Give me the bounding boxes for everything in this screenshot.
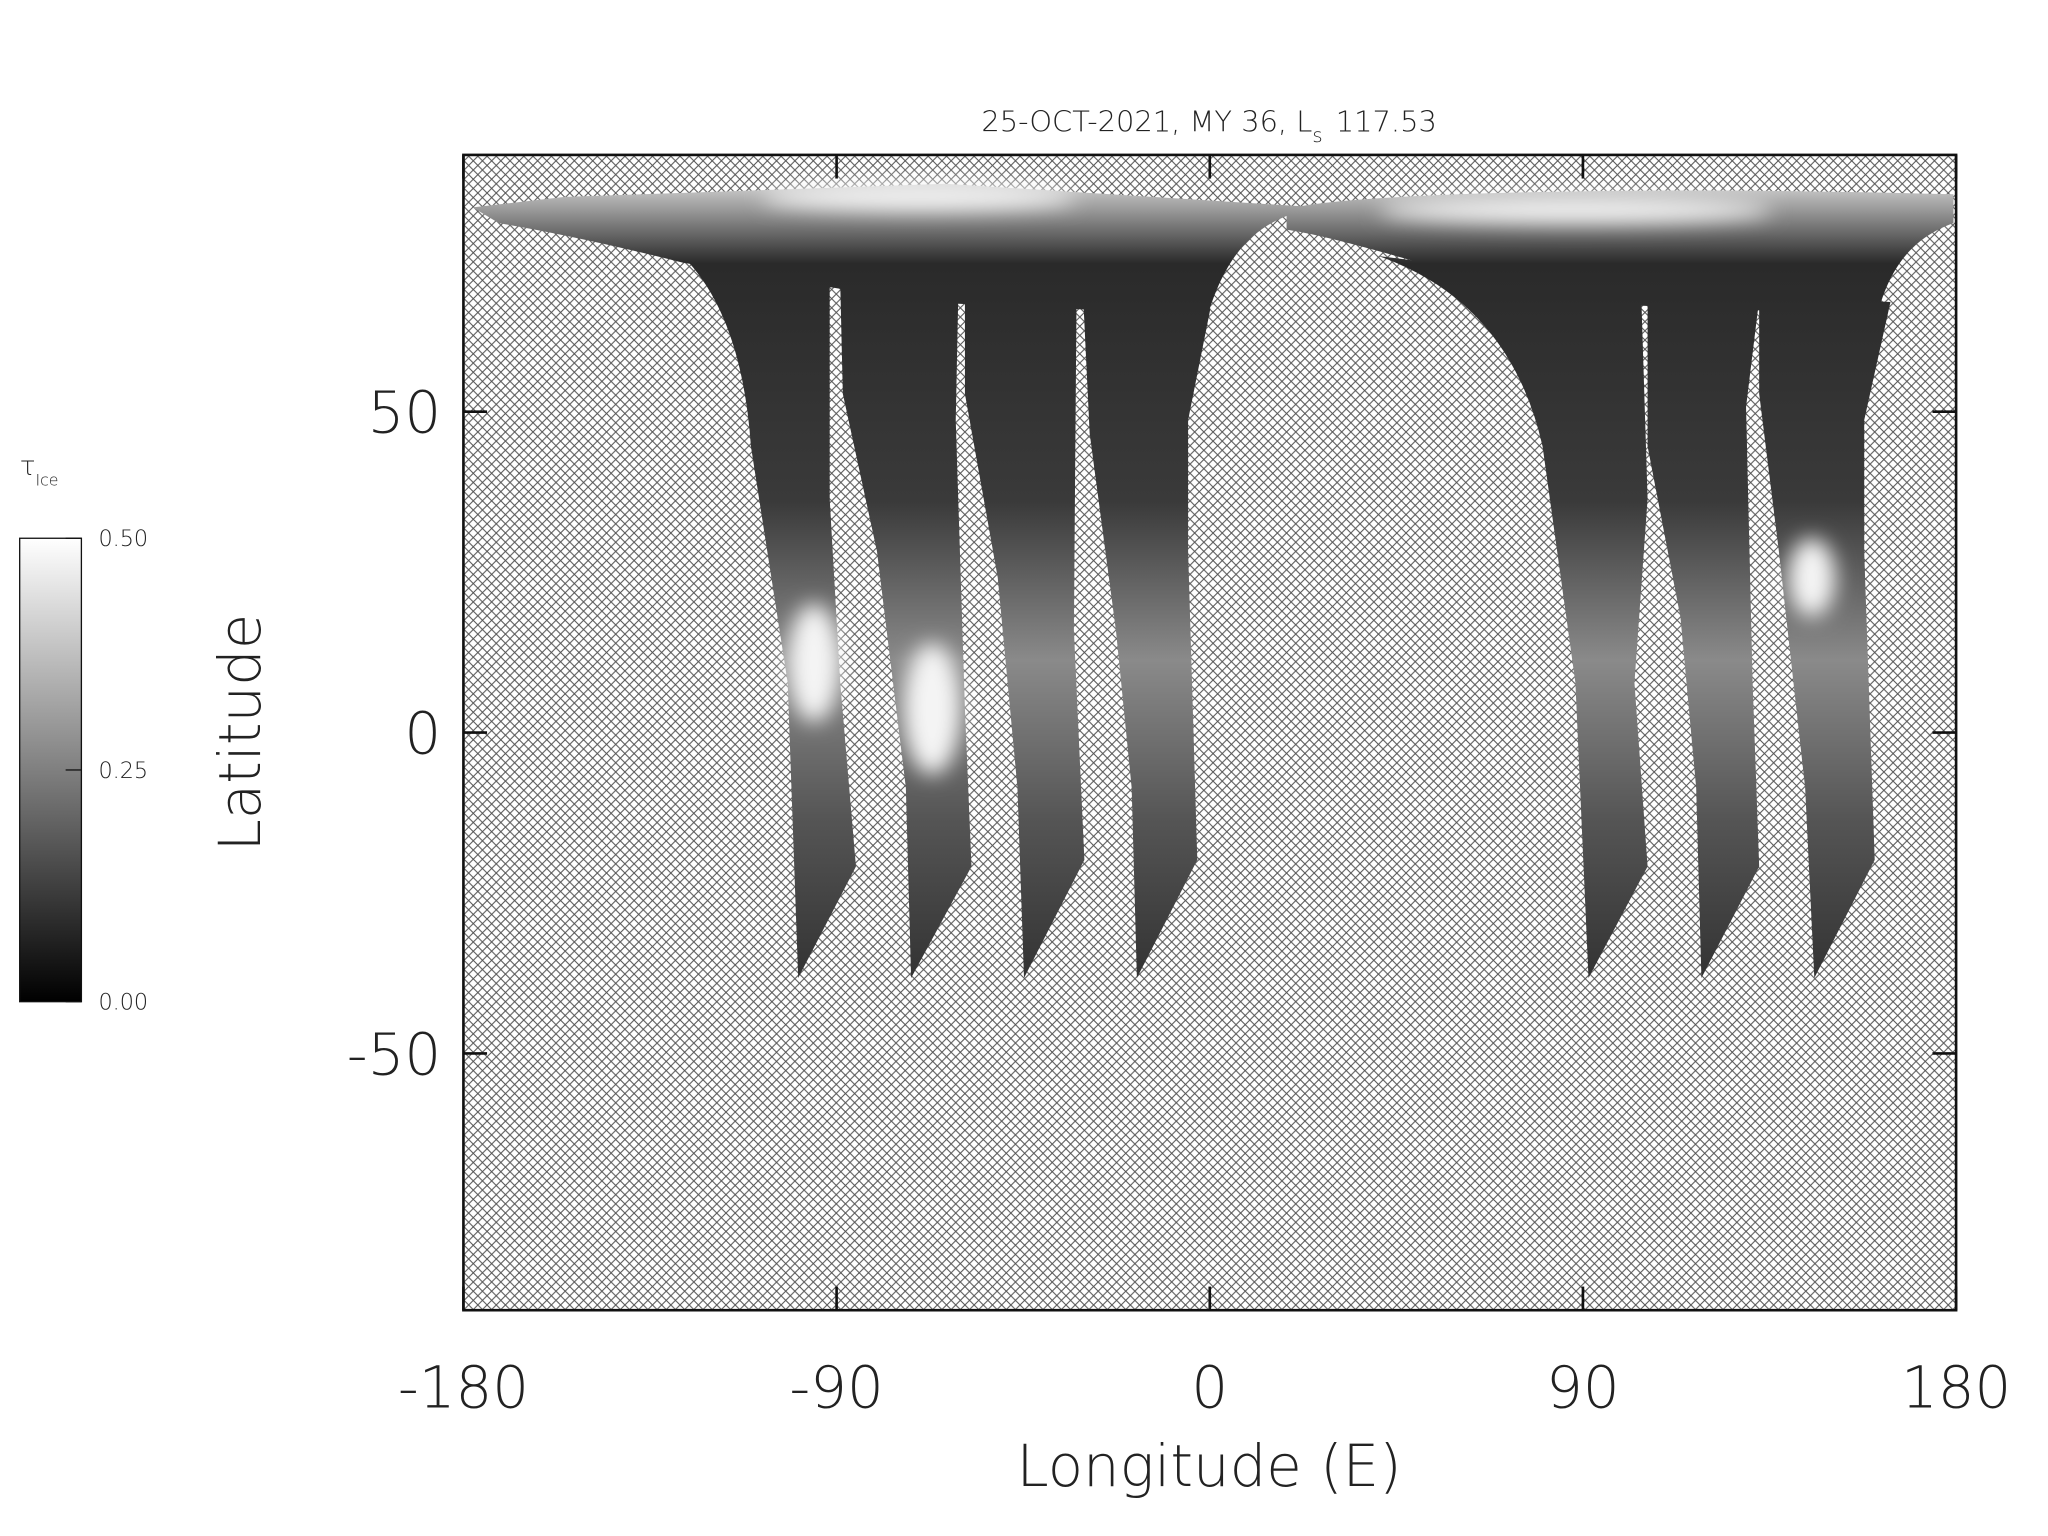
x-tick-label: 90 bbox=[1546, 1353, 1620, 1421]
chart-title: 25-OCT-2021, MY 36, Ls 117.53 bbox=[981, 104, 1436, 147]
swaths bbox=[472, 183, 1954, 979]
y-axis-title: Latitude bbox=[206, 614, 274, 852]
colorbar-subscript: Ice bbox=[36, 471, 59, 490]
x-tick-label: -180 bbox=[398, 1353, 529, 1421]
title-text: 25-OCT-2021, MY 36, L bbox=[981, 104, 1312, 138]
colorbar-tick-label: 0.50 bbox=[98, 526, 148, 552]
colorbar-tick-label: 0.25 bbox=[98, 758, 148, 784]
title-value: 117.53 bbox=[1336, 104, 1437, 138]
title-subscript: s bbox=[1312, 124, 1322, 147]
y-tick-label: -50 bbox=[347, 1020, 441, 1088]
colorbar-label: τIce bbox=[20, 452, 59, 490]
y-tick-label: 0 bbox=[404, 700, 441, 768]
x-tick-label: 0 bbox=[1191, 1353, 1228, 1421]
y-tick-label: 50 bbox=[368, 379, 442, 447]
x-axis-title: Longitude (E) bbox=[1017, 1432, 1402, 1500]
x-tick-label: -90 bbox=[789, 1353, 883, 1421]
x-tick-label: 180 bbox=[1901, 1353, 2011, 1421]
colorbar-symbol: τ bbox=[20, 452, 36, 482]
cloud-patches bbox=[761, 183, 1836, 775]
colorbar-tick-label: 0.00 bbox=[98, 990, 148, 1016]
